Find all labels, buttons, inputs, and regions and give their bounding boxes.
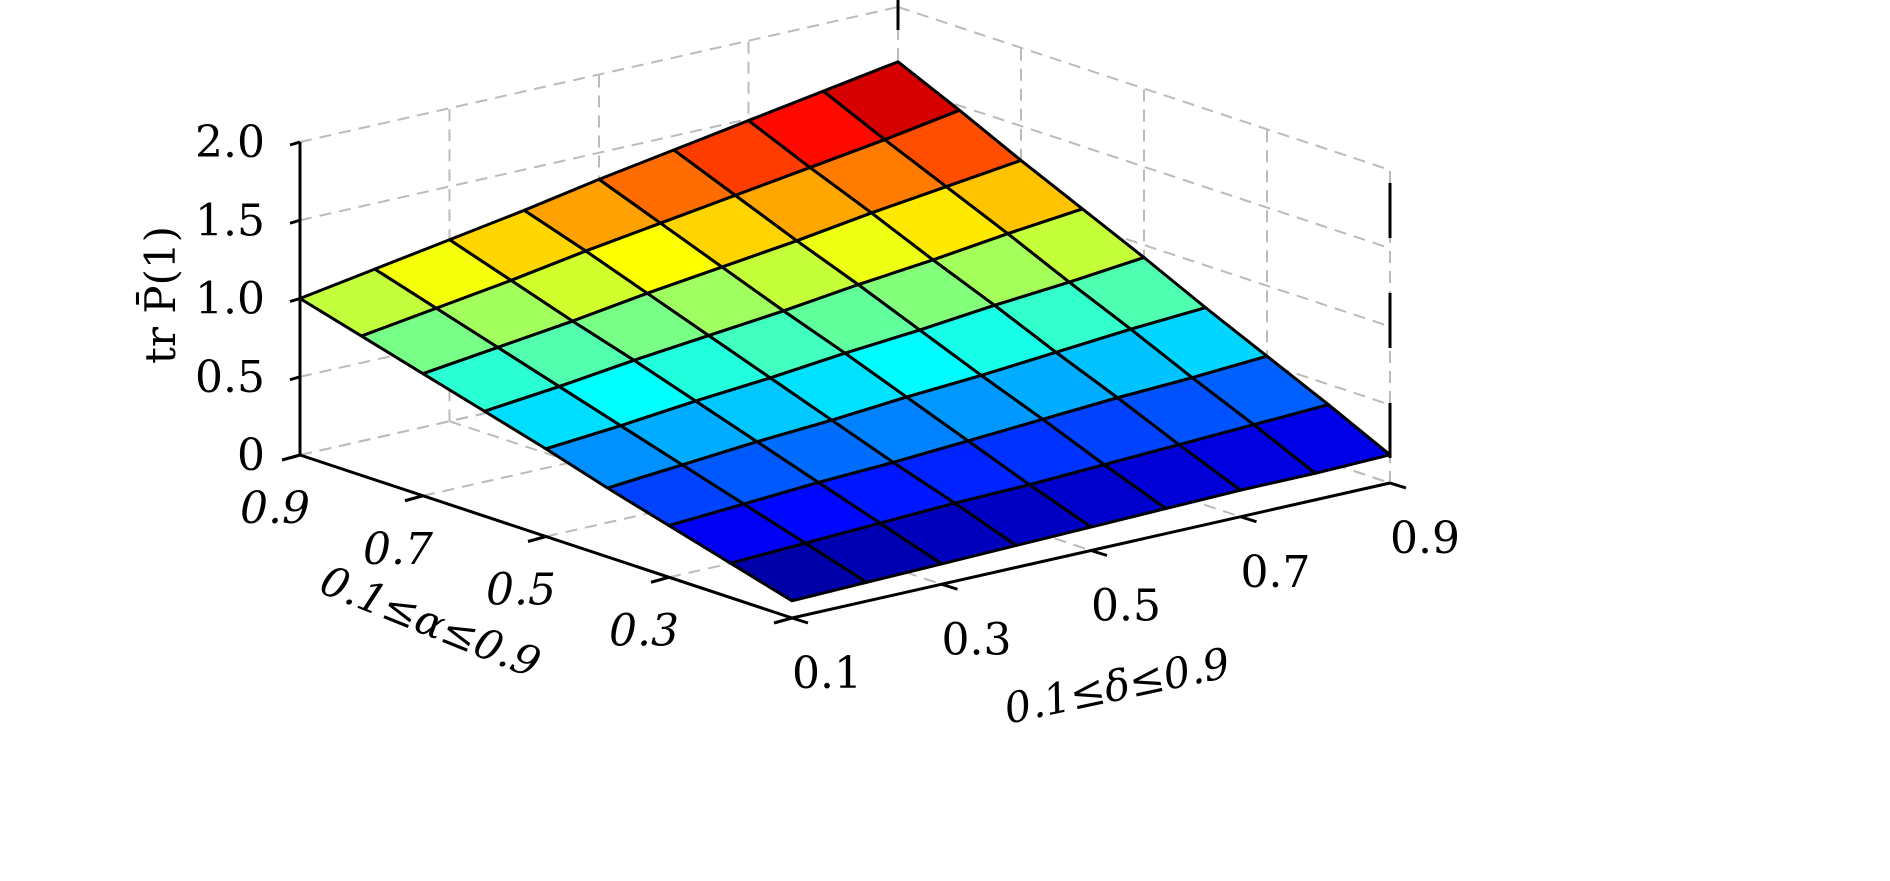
- x-tick: [773, 616, 793, 625]
- y-tick-label: 0.7: [1241, 547, 1311, 598]
- x-tick-label: 0.9: [240, 483, 310, 534]
- y-tick-label: 0.3: [942, 614, 1012, 665]
- z-tick-label: 1.0: [195, 274, 265, 325]
- z-tick-label: 0: [237, 430, 265, 481]
- z-tick-label: 1.5: [195, 195, 265, 246]
- x-tick-label: 0.7: [363, 524, 433, 575]
- grid-line-z: [897, 6, 1391, 171]
- grid-line-z: [897, 84, 1391, 250]
- surface-cell: [729, 541, 869, 603]
- y-tick: [791, 616, 809, 625]
- x-tick: [404, 494, 424, 503]
- z-tick-label: 2.0: [195, 117, 265, 168]
- x-tick-label: 0.5: [486, 565, 556, 616]
- x-tick: [281, 453, 301, 462]
- axes: [281, 0, 1407, 625]
- y-tick-label: 0.1: [792, 648, 862, 699]
- x-tick: [527, 535, 547, 543]
- y-axis-label: 0.1≤δ≤0.9: [1000, 638, 1234, 734]
- grid-line-z: [299, 6, 899, 143]
- z-tick-label: 0.5: [195, 352, 265, 403]
- y-tick-label: 0.9: [1390, 513, 1460, 564]
- y-tick: [1240, 515, 1257, 524]
- y-tick: [1090, 549, 1108, 557]
- z-tick: [289, 375, 301, 382]
- x-tick-label: 0.3: [609, 605, 679, 656]
- y-tick: [941, 582, 958, 591]
- z-tick: [289, 218, 301, 225]
- surface: [298, 60, 1392, 603]
- z-tick: [289, 297, 301, 303]
- x-tick: [650, 575, 670, 584]
- y-tick: [1389, 481, 1407, 490]
- z-tick: [289, 140, 301, 147]
- y-tick-label: 0.5: [1091, 581, 1161, 632]
- z-axis-label: tr P̄(1): [134, 226, 185, 364]
- tick-labels: 0 0.5 1.0 1.5 2.0 0.9 0.7 0.5 0.3 0.1 0.3 0.5 0.7 0.9: [195, 117, 1460, 699]
